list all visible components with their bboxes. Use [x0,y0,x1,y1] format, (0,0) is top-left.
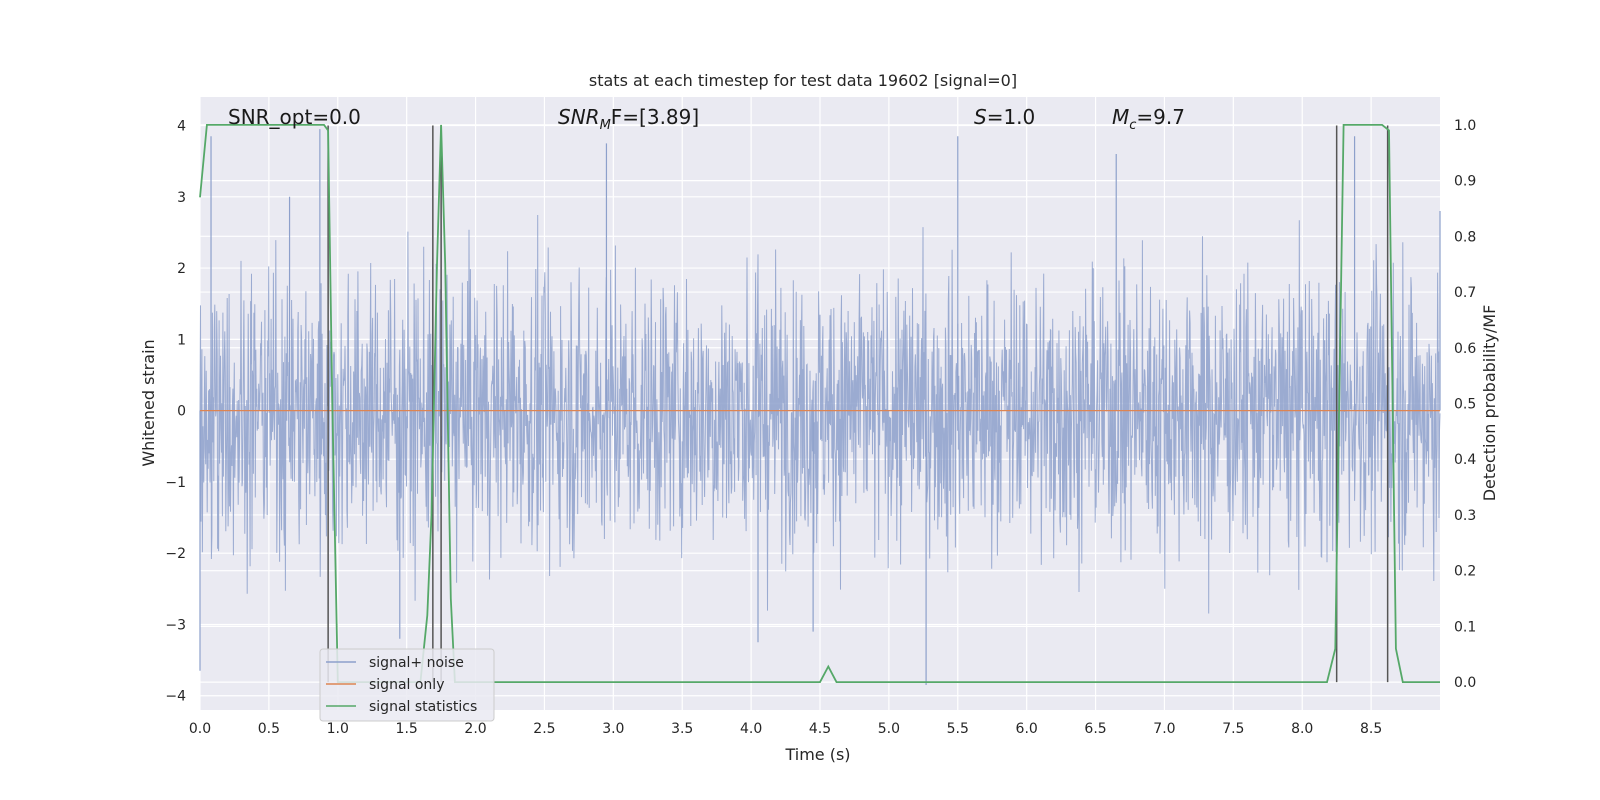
y-tick-label-right: 0.8 [1454,229,1476,245]
noise-trace [199,214,1441,614]
x-tick-label: 7.5 [1222,721,1244,737]
x-tick-label: 7.0 [1153,721,1175,737]
annotation-s: S=1.0 [974,105,1035,129]
x-tick-label: 6.0 [1016,721,1038,737]
y-tick-label: 3 [177,190,186,206]
x-tick-label: 3.0 [602,721,624,737]
annotation-snr-opt: SNR_opt=0.0 [228,105,361,129]
vertical-marker-lines [327,125,1389,683]
x-tick-label: 6.5 [1084,721,1106,737]
annotation-snr-mf: SNRMF=[3.89] [558,105,699,133]
x-tick-label: 0.5 [258,721,280,737]
y-tick-label-right: 0.0 [1454,675,1476,691]
legend-label-signal-only: signal only [369,677,444,693]
y-tick-label: 0 [177,404,186,420]
y-tick-label: −3 [165,617,186,633]
legend-label-signal-plus-noise: signal+ noise [369,655,464,671]
y-tick-label-right: 0.1 [1454,619,1476,635]
x-tick-label: 4.0 [740,721,762,737]
y-tick-label-right: 0.6 [1454,341,1476,357]
x-tick-label: 8.5 [1360,721,1382,737]
y-tick-label-right: 0.5 [1454,397,1476,413]
legend: signal+ noise signal only signal statist… [319,648,495,722]
series-signal-statistics [199,124,1440,683]
legend-label-signal-statistics: signal statistics [369,699,477,715]
x-tick-label: 2.0 [464,721,486,737]
chart-title: stats at each timestep for test data 196… [589,71,1017,90]
y-tick-label: 1 [177,332,186,348]
y-axis-ticks-left: 4 3 2 1 0 −1 −2 −3 −4 [165,119,186,705]
y-tick-label-right: 0.2 [1454,564,1476,580]
y-axis-label-left: Whitened strain [139,339,158,466]
x-tick-label: 3.5 [671,721,693,737]
x-tick-label: 5.5 [947,721,969,737]
x-axis-ticks: 0.0 0.5 1.0 1.5 2.0 2.5 3.0 3.5 4.0 4.5 5.0 5.5 6.0 6… [189,721,1382,737]
y-tick-label: −4 [165,689,186,705]
annotation-snr-mf-main: SNR [558,105,600,129]
y-tick-label-right: 0.3 [1454,508,1476,524]
x-tick-label: 4.5 [809,721,831,737]
y-tick-label: 4 [177,119,186,135]
y-tick-label-right: 0.4 [1454,452,1476,468]
y-tick-label-right: 0.9 [1454,174,1476,190]
annotation-snr-mf-sub: M [600,118,611,133]
y-tick-label-right: 1.0 [1454,118,1476,134]
x-tick-label: 1.5 [396,721,418,737]
x-tick-label: 5.0 [878,721,900,737]
annotation-mc: Mc=9.7 [1112,105,1185,133]
x-tick-label: 0.0 [189,721,211,737]
x-tick-label: 2.5 [533,721,555,737]
legend-box [319,648,495,722]
annotation-s-main: S [974,105,987,129]
annotation-mc-tail: =9.7 [1136,105,1185,129]
x-tick-label: 1.0 [327,721,349,737]
y-axis-ticks-right: 1.0 0.9 0.8 0.7 0.6 0.5 0.4 0.3 0.2 0.1 0.0 [1454,118,1476,691]
x-tick-label: 8.0 [1291,721,1313,737]
x-axis-label: Time (s) [784,745,850,764]
y-tick-label: −2 [165,546,186,562]
annotation-mc-sub: c [1129,118,1136,133]
annotation-snr-mf-tail: F=[3.89] [611,105,699,129]
annotation-s-tail: =1.0 [987,105,1036,129]
y-tick-label: −1 [165,475,186,491]
annotation-mc-main: M [1112,105,1129,129]
y-tick-label: 2 [177,261,186,277]
y-tick-label-right: 0.7 [1454,285,1476,301]
y-axis-label-right: Detection probability/MF [1480,305,1499,502]
signal-statistics-line [199,124,1440,683]
